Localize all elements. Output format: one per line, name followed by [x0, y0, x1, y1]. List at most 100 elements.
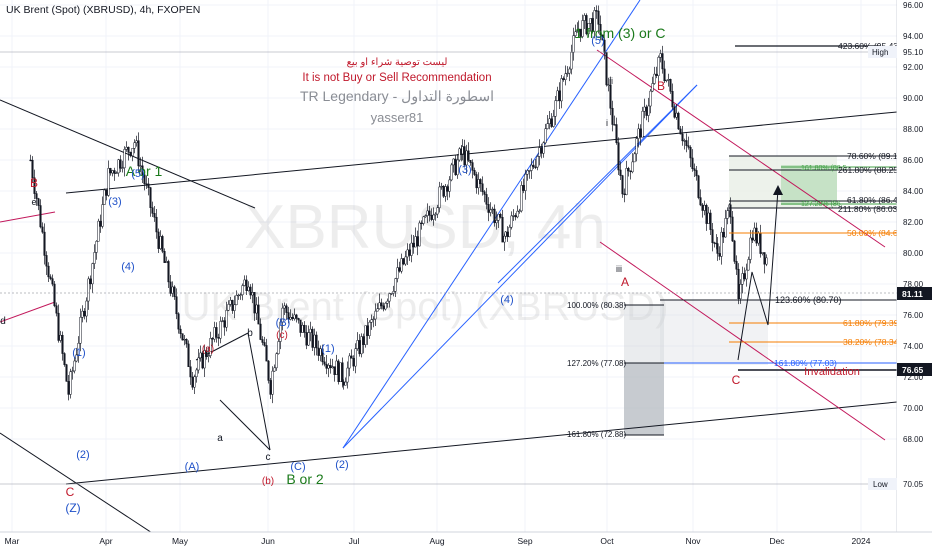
candle-body [659, 53, 662, 58]
wave-label: Invalidation [804, 366, 860, 378]
price-tick-label: 68.00 [903, 435, 924, 444]
blue-channel-bottom[interactable] [497, 84, 698, 284]
candle-body [388, 293, 391, 302]
candle-body [69, 371, 72, 395]
red-short-line-2[interactable] [0, 301, 56, 323]
candle-body [215, 327, 218, 338]
candle-body [159, 236, 162, 249]
candle-body [613, 124, 616, 126]
candle-body [649, 90, 652, 107]
candle-body [416, 236, 419, 247]
candle-body [615, 124, 618, 143]
candle-body [761, 252, 764, 254]
wave-label: (c) [276, 330, 288, 341]
candle-body [327, 365, 330, 369]
blue-channel-mid[interactable] [342, 84, 698, 449]
candle-body [499, 214, 502, 218]
price-tick-label: 82.00 [903, 218, 924, 227]
candle-body [572, 35, 575, 53]
price-tick-label: 92.00 [903, 63, 924, 72]
candle-body [579, 28, 582, 37]
candle-body [485, 194, 488, 205]
candle-body [603, 39, 606, 53]
candle-body [107, 168, 110, 196]
candle-body [303, 324, 306, 333]
candle-body [109, 168, 112, 174]
candle-body [645, 106, 648, 116]
candle-body [139, 165, 142, 167]
candle-body [477, 179, 480, 189]
candle-body [183, 339, 186, 341]
red-short-line[interactable] [0, 211, 56, 223]
wave-label: B [657, 79, 665, 93]
blue-channel-top[interactable] [342, 0, 641, 449]
candle-body [350, 355, 353, 359]
candle-body [277, 341, 280, 354]
candle-body [722, 231, 725, 238]
candle-body [257, 304, 260, 325]
candle-body [550, 118, 553, 127]
candle-body [424, 215, 427, 218]
candle-body [342, 381, 345, 386]
candle-body [229, 299, 232, 305]
candle-body [552, 116, 555, 127]
candle-body [263, 342, 266, 346]
wide-channel-top[interactable] [65, 111, 897, 194]
candle-body [167, 261, 170, 283]
candle-body [151, 207, 154, 214]
price-tick-label: 74.00 [903, 342, 924, 351]
candle-body [187, 343, 190, 368]
wave-label: (1) [321, 343, 334, 355]
wide-channel-bottom[interactable] [65, 401, 897, 485]
candle-body [570, 52, 573, 70]
candle-body [285, 305, 288, 313]
projected-path[interactable] [737, 189, 779, 361]
candle-body [743, 273, 746, 280]
candle-body [243, 279, 246, 286]
candle-body [295, 314, 298, 319]
fib-label-382-orange: 38.20% (78.34) [843, 337, 901, 347]
candle-body [709, 212, 712, 230]
candle-body [434, 213, 437, 216]
candle-body [191, 376, 194, 388]
candle-body [51, 278, 54, 285]
time-axis[interactable] [0, 533, 932, 550]
downtrend-line-top[interactable] [0, 99, 256, 209]
candle-body [404, 256, 407, 265]
candle-body [392, 291, 395, 294]
candle-body [299, 319, 302, 333]
candles[interactable] [29, 5, 768, 404]
candle-body [35, 193, 38, 199]
candle-body [591, 18, 594, 32]
time-tick-label: Sep [517, 536, 532, 546]
invalidation-price: 76.65 [902, 365, 924, 375]
candle-body [157, 231, 160, 249]
red-channel-top[interactable] [596, 49, 886, 248]
red-channel-bottom[interactable] [599, 241, 886, 441]
candle-body [623, 193, 626, 195]
abc-line-2 [219, 399, 271, 451]
downtrend-line-bottom[interactable] [0, 432, 175, 548]
candle-body [546, 123, 549, 129]
candle-body [749, 237, 752, 260]
candle-body [223, 320, 226, 328]
wave-label: (3) [458, 164, 471, 176]
candle-body [313, 334, 316, 348]
candle-body [532, 164, 535, 168]
wave-label: iii [616, 264, 622, 274]
time-tick-label: Jul [349, 536, 360, 546]
candle-body [73, 360, 76, 372]
candle-body [566, 72, 569, 75]
candle-body [481, 183, 484, 193]
price-axis[interactable] [897, 0, 932, 532]
price-tick-label: 78.00 [903, 280, 924, 289]
candle-body [394, 278, 397, 292]
candle-body [227, 304, 230, 311]
candle-body [203, 350, 206, 369]
candle-body [47, 265, 50, 278]
candle-body [497, 214, 500, 221]
candle-body [165, 261, 168, 263]
candle-body [57, 312, 60, 341]
